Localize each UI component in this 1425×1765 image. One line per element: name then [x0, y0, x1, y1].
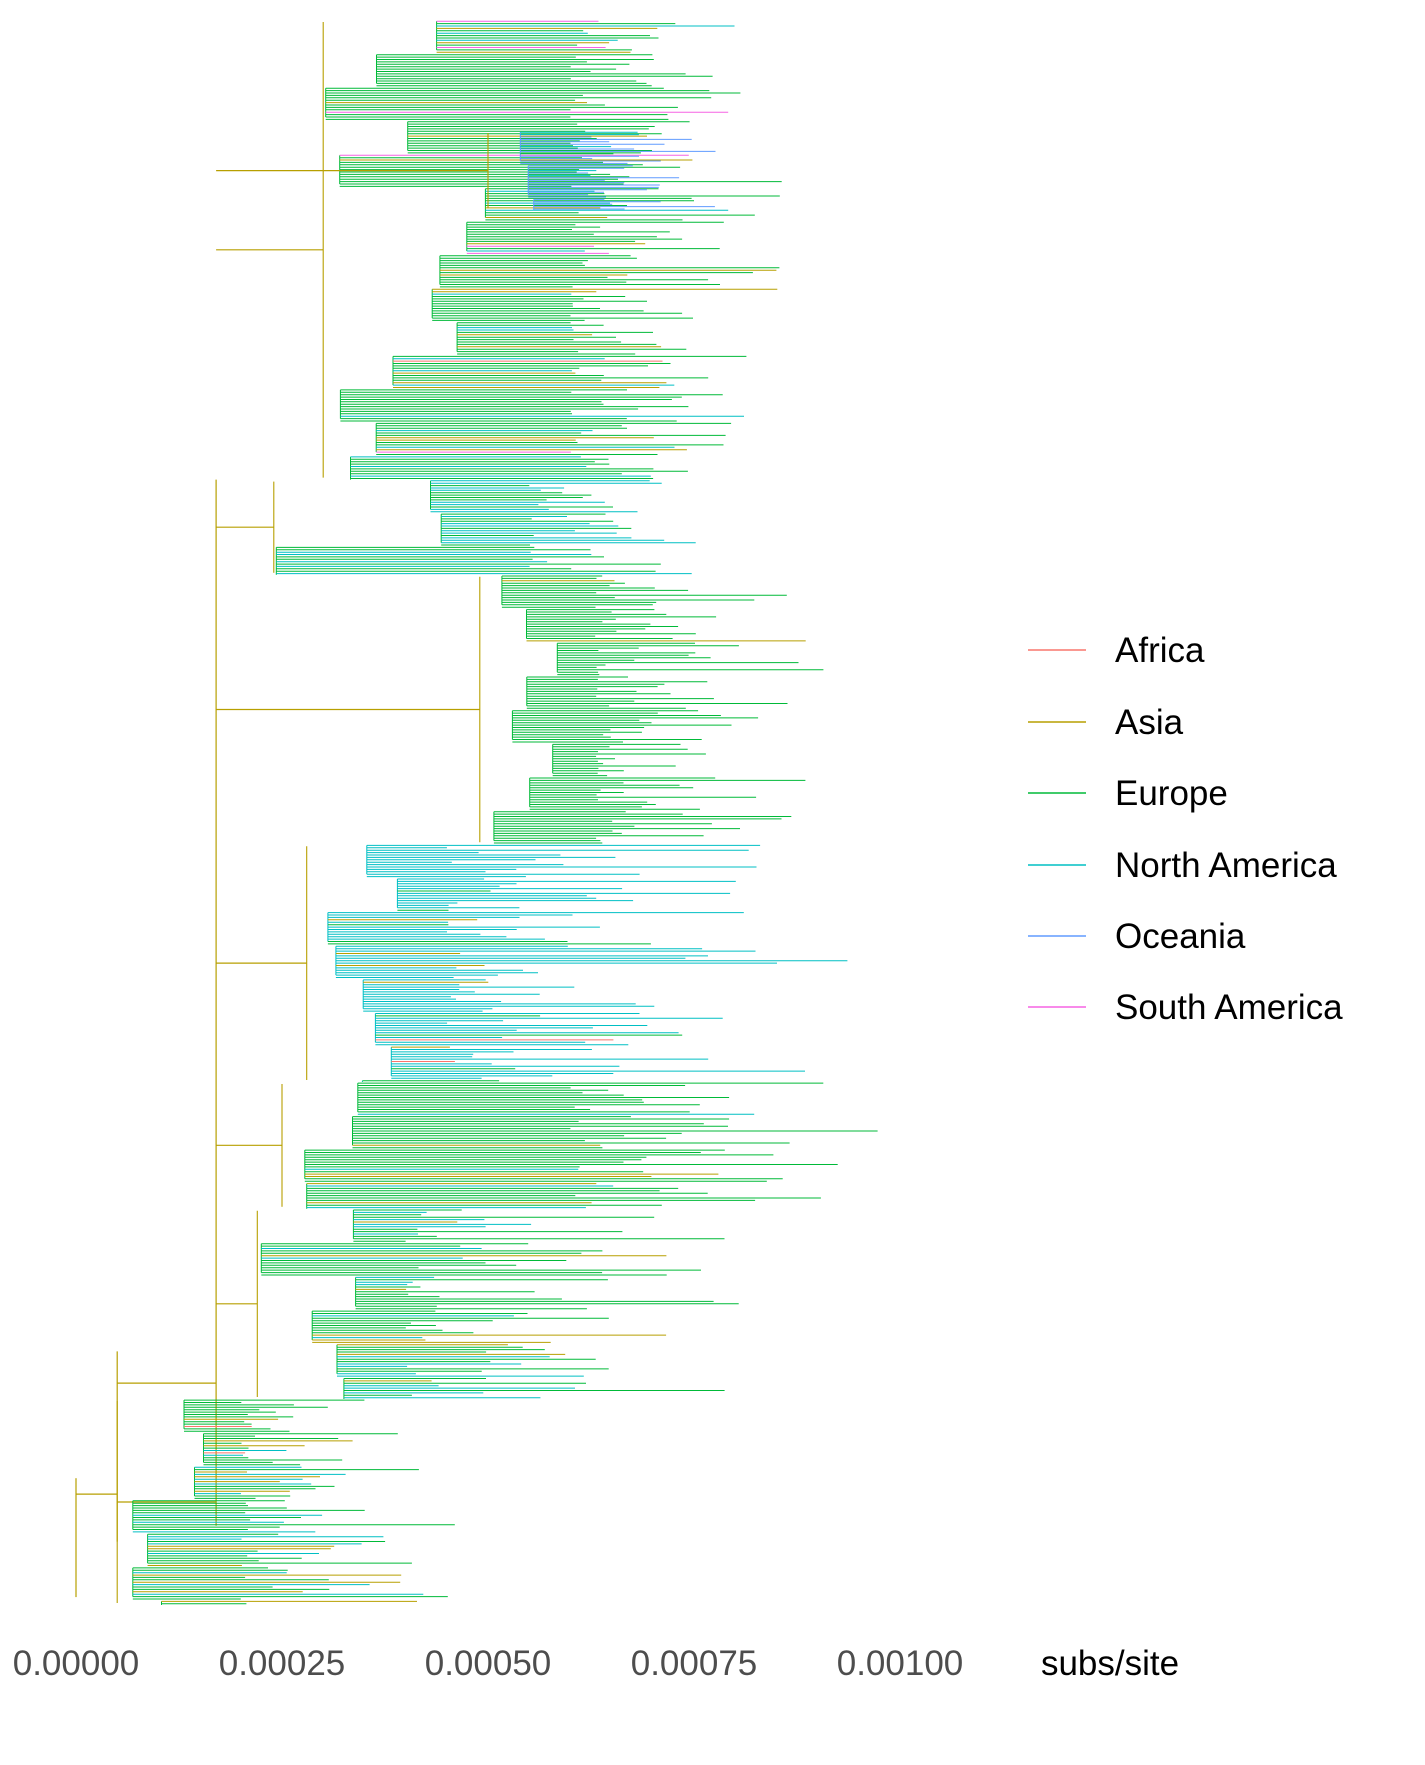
legend: Africa Asia Europe North America Oceania…: [1028, 631, 1343, 1027]
x-tick-label: 0.00000: [13, 1644, 140, 1683]
legend-label-oceania: Oceania: [1115, 917, 1246, 956]
legend-label-africa: Africa: [1115, 631, 1205, 670]
legend-label-asia: Asia: [1115, 703, 1184, 742]
x-tick-label: 0.00075: [631, 1644, 758, 1683]
legend-label-europe: Europe: [1115, 774, 1228, 813]
legend-label-south-america: South America: [1115, 988, 1343, 1027]
x-tick-label: 0.00025: [219, 1644, 346, 1683]
legend-label-north-america: North America: [1115, 846, 1337, 885]
x-axis: 0.00000 0.00025 0.00050 0.00075 0.00100 …: [13, 1644, 1179, 1683]
x-tick-label: 0.00050: [425, 1644, 552, 1683]
tree-branches: [75, 20, 878, 1605]
x-axis-title: subs/site: [1041, 1644, 1179, 1683]
x-tick-label: 0.00100: [837, 1644, 964, 1683]
